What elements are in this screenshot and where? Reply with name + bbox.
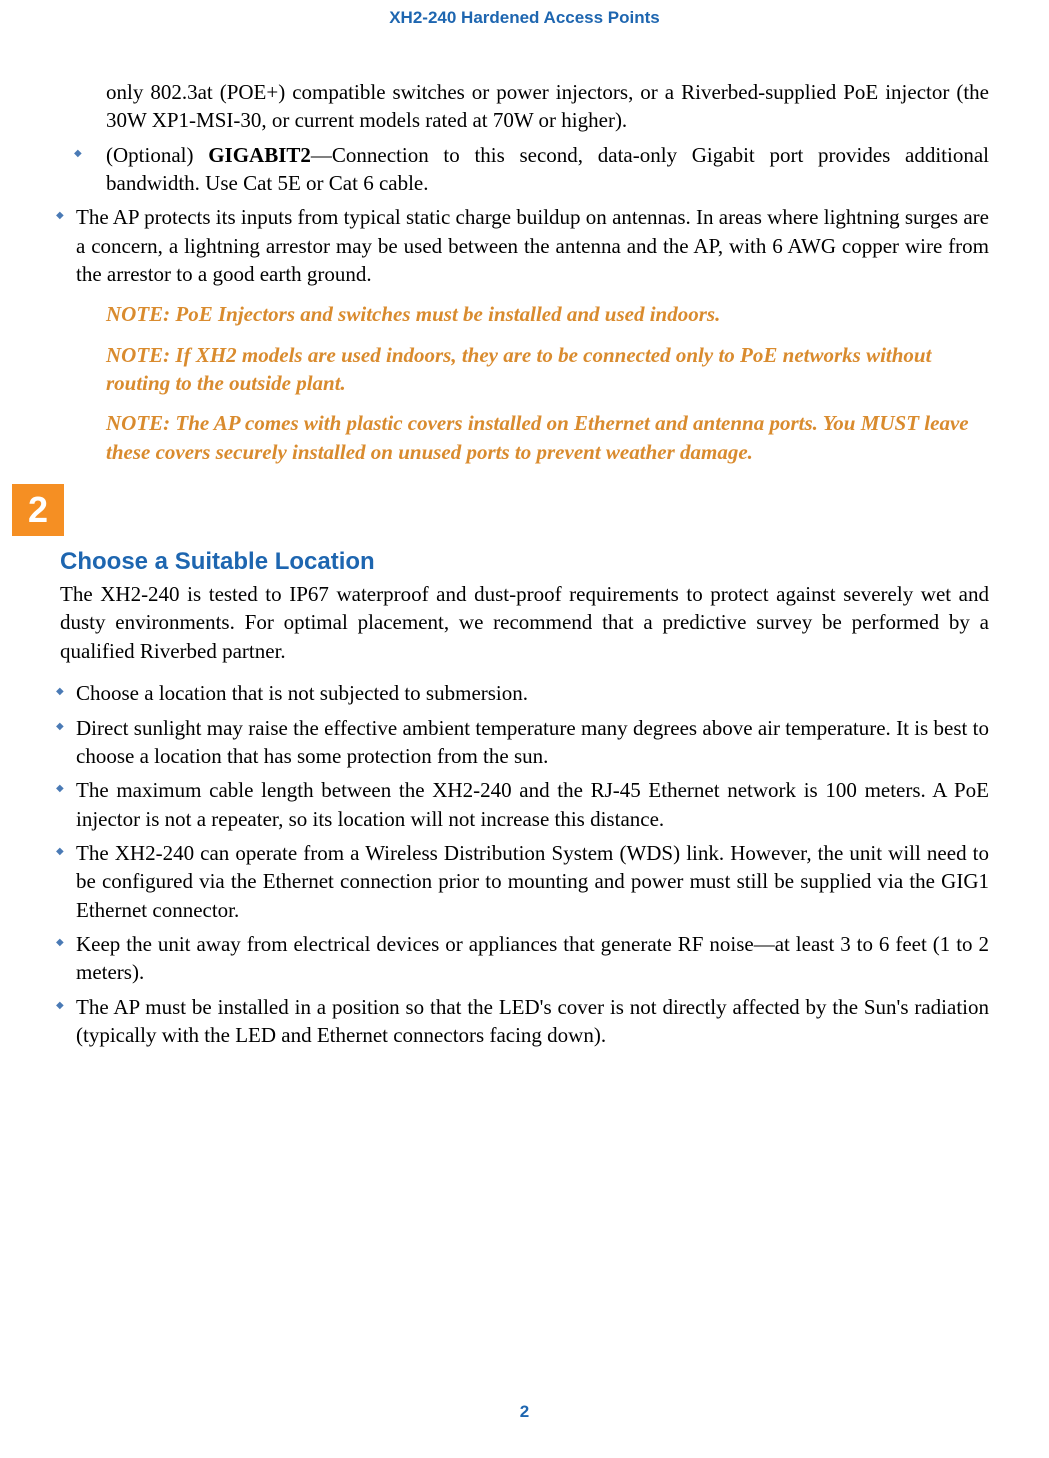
step-number-badge: 2 (12, 484, 64, 536)
note-poe-indoors: NOTE: PoE Injectors and switches must be… (106, 300, 989, 328)
page-number: 2 (0, 1402, 1049, 1422)
note-port-covers: NOTE: The AP comes with plastic covers i… (106, 409, 989, 466)
location-bullet-3: The XH2-240 can operate from a Wireless … (76, 839, 989, 924)
page-header: XH2-240 Hardened Access Points (60, 0, 989, 78)
section-heading: Choose a Suitable Location (60, 548, 989, 576)
document-page: XH2-240 Hardened Access Points only 802.… (0, 0, 1049, 1458)
section-body: The XH2-240 is tested to IP67 waterproof… (60, 580, 989, 665)
bullet-ap-protect: The AP protects its inputs from typical … (76, 203, 989, 288)
location-bullet-4: Keep the unit away from electrical devic… (76, 930, 989, 987)
gigabit2-label: GIGABIT2 (208, 143, 311, 167)
note-xh2-indoors: NOTE: If XH2 models are used indoors, th… (106, 341, 989, 398)
location-bullet-1: Direct sunlight may raise the effective … (76, 714, 989, 771)
location-bullet-2: The maximum cable length between the XH2… (76, 776, 989, 833)
sub-bullet-gigabit2: (Optional) GIGABIT2—Connection to this s… (106, 141, 989, 198)
gigabit2-prefix: (Optional) (106, 143, 208, 167)
location-bullet-5: The AP must be installed in a position s… (76, 993, 989, 1050)
location-bullet-0: Choose a location that is not subjected … (76, 679, 989, 707)
continued-paragraph: only 802.3at (POE+) compatible switches … (106, 78, 989, 135)
